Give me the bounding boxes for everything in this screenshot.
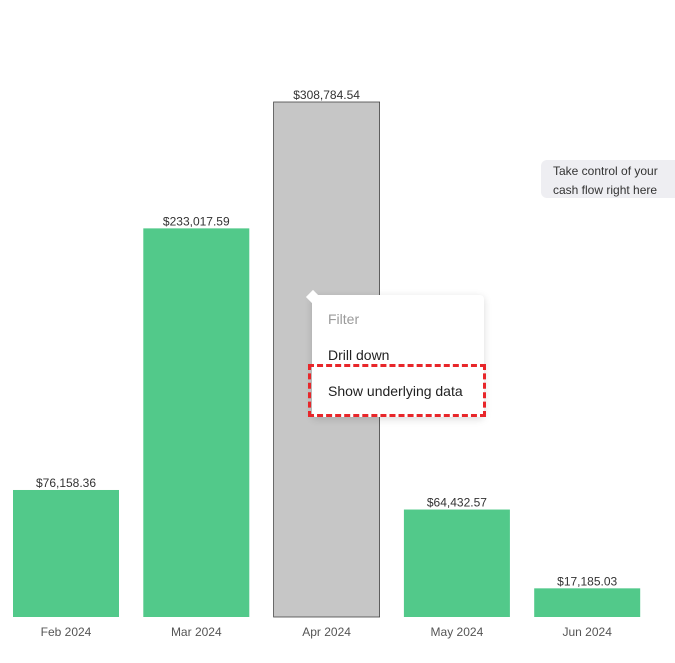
menu-item[interactable]: Drill down xyxy=(328,347,390,363)
value-label: $308,784.54 xyxy=(293,88,360,102)
menu-item[interactable]: Filter xyxy=(328,311,360,327)
bar xyxy=(143,228,250,617)
context-menu: Filter Drill down Show underlying data xyxy=(312,295,484,417)
value-label: $233,017.59 xyxy=(163,215,230,229)
tooltip: Take control of your cash flow right her… xyxy=(541,160,675,198)
x-tick-label: Feb 2024 xyxy=(41,625,92,639)
x-tick-label: Mar 2024 xyxy=(171,625,222,639)
highlight-box xyxy=(308,364,486,417)
x-tick-label: Jun 2024 xyxy=(563,625,613,639)
bar xyxy=(534,588,641,617)
bar xyxy=(13,489,119,617)
menu-item[interactable]: Show underlying data xyxy=(328,383,463,399)
bar xyxy=(403,509,510,617)
value-label: $17,185.03 xyxy=(557,575,617,589)
value-label: $76,158.36 xyxy=(36,476,96,490)
x-tick-label: May 2024 xyxy=(431,625,484,639)
x-tick-label: Apr 2024 xyxy=(302,625,351,639)
value-label: $64,432.57 xyxy=(427,496,487,510)
